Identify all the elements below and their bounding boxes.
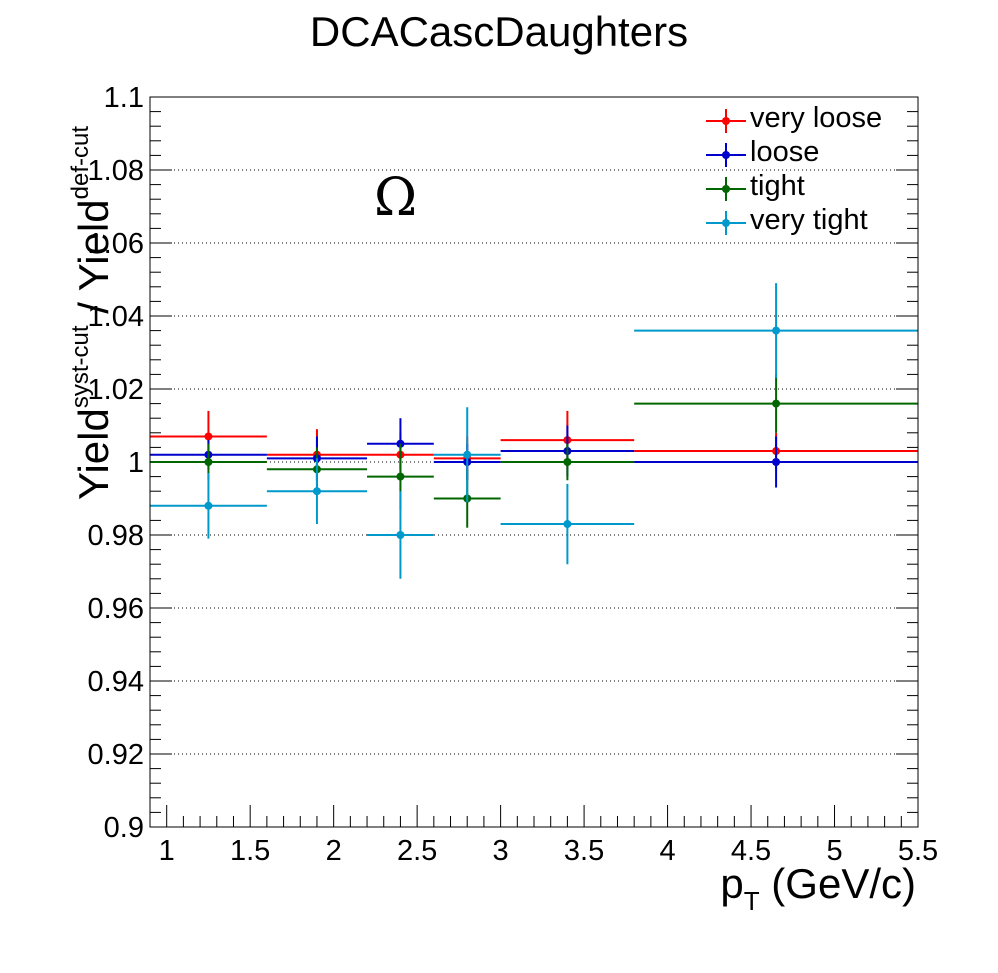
legend-dot	[722, 117, 730, 125]
data-point	[772, 326, 781, 335]
axes: 0.9 0.92 0.94 0.96 0.98 1 1.02 1.04 1.06 1.08 1.1 1…	[88, 82, 939, 867]
y-label-part1: Yield	[70, 408, 117, 500]
legend-label: tight	[750, 170, 805, 202]
data-point	[396, 472, 405, 481]
legend-marker-icon	[706, 177, 746, 201]
data-point	[563, 520, 572, 529]
data-point	[563, 458, 572, 466]
data-point	[312, 487, 321, 496]
x-label-main: p	[720, 860, 744, 907]
legend-marker-icon	[706, 109, 746, 133]
x-tick-label: 2	[326, 835, 342, 867]
legend-label: very loose	[750, 102, 883, 134]
y-tick-label: 1.02	[88, 374, 144, 406]
legend-dot	[722, 219, 730, 227]
data-point	[772, 458, 781, 466]
series-loose	[150, 418, 918, 488]
y-tick-label: 1.06	[88, 228, 144, 260]
y-label-sup2: def-cut	[67, 126, 94, 200]
y-tick-label: 0.96	[88, 593, 144, 625]
x-label-rest: (GeV/c)	[759, 860, 916, 907]
omega-annotation: Ω	[374, 168, 418, 228]
data-point	[204, 458, 213, 466]
x-axis-label: pT (GeV/c)	[720, 860, 916, 916]
x-tick-label: 4	[659, 835, 675, 867]
x-tick-label: 3.5	[564, 835, 604, 867]
legend-dot	[722, 151, 730, 159]
legend-marker-icon	[706, 211, 746, 235]
y-tick-label: 0.9	[104, 812, 144, 844]
legend-dot	[722, 185, 730, 193]
data-point	[204, 432, 213, 441]
y-tick-label: 1.04	[88, 301, 144, 333]
chart-title: DCACascDaughters	[309, 8, 689, 55]
y-tick-label: 1	[128, 447, 144, 479]
legend-marker-icon	[706, 143, 746, 167]
data-point	[463, 450, 472, 459]
y-label-sup1: syst-cut	[67, 325, 94, 409]
data-point	[204, 501, 213, 510]
y-tick-label: 1.08	[88, 155, 144, 187]
x-tick-label: 1	[159, 835, 175, 867]
y-axis-label: Yieldsyst-cut / Yielddef-cut	[67, 126, 118, 500]
x-tick-label: 1.5	[230, 835, 270, 867]
series-tight	[150, 374, 918, 528]
legend-label: loose	[750, 136, 820, 168]
y-tick-label: 1.1	[104, 82, 144, 114]
data-series	[150, 283, 918, 579]
x-tick-label: 5	[826, 835, 842, 867]
legend-label: very tight	[750, 204, 868, 236]
plot-frame	[149, 96, 919, 828]
x-tick-label: 2.5	[397, 835, 437, 867]
y-tick-label: 0.98	[88, 520, 144, 552]
y-tick-label: 0.94	[88, 666, 144, 698]
x-tick-label: 3	[493, 835, 509, 867]
y-tick-label: 0.92	[88, 739, 144, 771]
data-point	[396, 531, 405, 539]
x-tick-label: 4.5	[731, 835, 771, 867]
series-very-tight	[150, 283, 918, 579]
data-point	[772, 399, 781, 408]
x-tick-label: 5.5	[898, 835, 938, 867]
x-label-sub: T	[743, 886, 760, 916]
series-very-loose	[150, 410, 918, 481]
y-label-part2: / Yield	[70, 199, 117, 326]
